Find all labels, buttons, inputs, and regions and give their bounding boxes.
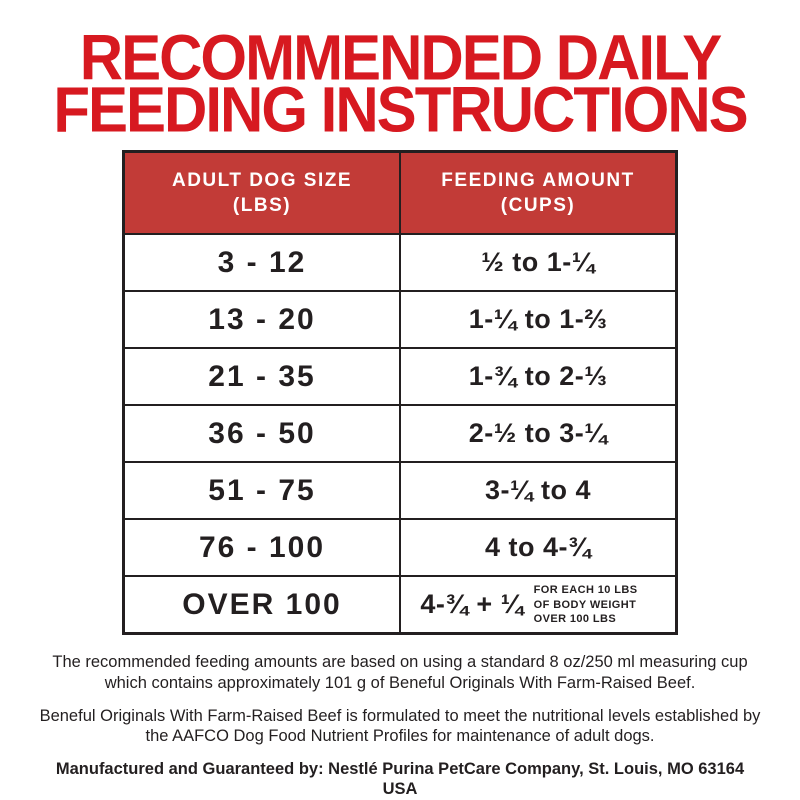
footnote-manufacturer: Manufactured and Guaranteed by: Nestlé P… — [55, 759, 745, 798]
feeding-table: ADULT DOG SIZE (LBS) FEEDING AMOUNT (CUP… — [122, 150, 678, 636]
table-row: OVER 100 4-¾ + ¼ FOR EACH 10 LBS OF BODY… — [122, 575, 678, 635]
footnote-measuring-cup: The recommended feeding amounts are base… — [52, 653, 748, 692]
dog-size-value: 51 - 75 — [122, 461, 401, 521]
dog-size-value: OVER 100 — [122, 575, 401, 635]
header-feeding-amount-line1: FEEDING AMOUNT — [441, 169, 635, 191]
table-header-row: ADULT DOG SIZE (LBS) FEEDING AMOUNT (CUP… — [122, 150, 678, 236]
feeding-amount-cell-over-100: 4-¾ + ¼ FOR EACH 10 LBS OF BODY WEIGHT O… — [399, 575, 678, 635]
dog-size-value: 21 - 35 — [122, 347, 401, 407]
feeding-amount-note: FOR EACH 10 LBS OF BODY WEIGHT OVER 100 … — [533, 584, 638, 626]
header-dog-size-line2: (LBS) — [232, 195, 292, 217]
dog-size-value: 36 - 50 — [122, 404, 401, 464]
page-title-line2: FEEDING INSTRUCTIONS — [53, 74, 748, 146]
feeding-amount-value: 2-½ to 3-¼ — [399, 404, 678, 464]
table-row: 3 - 12 ½ to 1-¼ — [122, 233, 678, 293]
feeding-amount-value: 1-¼ to 1-⅔ — [399, 290, 678, 350]
feeding-amount-value: 3-¼ to 4 — [399, 461, 678, 521]
dog-size-value: 3 - 12 — [122, 233, 401, 293]
page-title: RECOMMENDED DAILY FEEDING INSTRUCTIONS — [0, 0, 800, 146]
header-dog-size-line1: ADULT DOG SIZE — [171, 169, 353, 191]
dog-size-value: 76 - 100 — [122, 518, 401, 578]
table-row: 21 - 35 1-¾ to 2-⅓ — [122, 347, 678, 407]
table-row: 51 - 75 3-¼ to 4 — [122, 461, 678, 521]
page-title-line1: RECOMMENDED DAILY — [79, 22, 723, 94]
header-feeding-amount: FEEDING AMOUNT (CUPS) — [399, 150, 678, 236]
feeding-amount-value: ½ to 1-¼ — [399, 233, 678, 293]
feeding-amount-value: 4 to 4-¾ — [399, 518, 678, 578]
header-dog-size: ADULT DOG SIZE (LBS) — [122, 150, 401, 236]
feeding-amount-value: 4-¾ + ¼ — [420, 589, 524, 620]
footnotes: The recommended feeding amounts are base… — [38, 652, 762, 799]
header-feeding-amount-line2: (CUPS) — [500, 195, 576, 217]
table-row: 76 - 100 4 to 4-¾ — [122, 518, 678, 578]
table-row: 13 - 20 1-¼ to 1-⅔ — [122, 290, 678, 350]
dog-size-value: 13 - 20 — [122, 290, 401, 350]
feeding-amount-value: 1-¾ to 2-⅓ — [399, 347, 678, 407]
footnote-aafco: Beneful Originals With Farm-Raised Beef … — [39, 706, 761, 745]
table-row: 36 - 50 2-½ to 3-¼ — [122, 404, 678, 464]
